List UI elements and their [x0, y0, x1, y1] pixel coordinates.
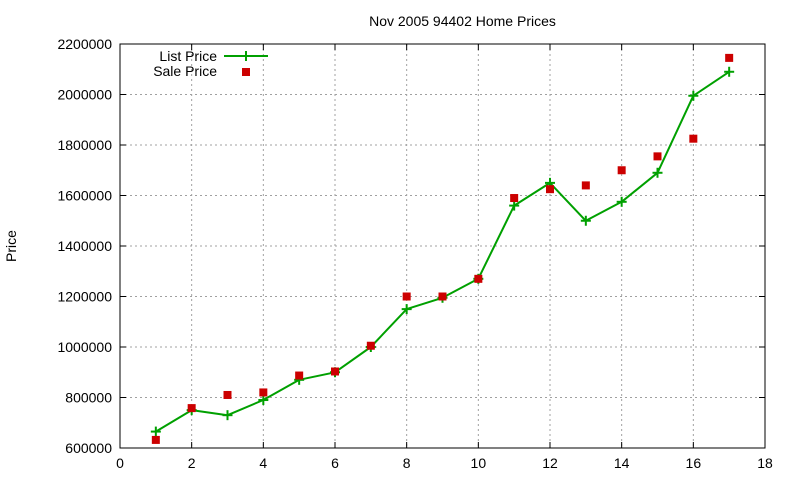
- sale-price-point: [187, 404, 196, 413]
- grid: [120, 44, 765, 448]
- list-price-line: [155, 70, 730, 433]
- sale-price-point: [259, 388, 268, 397]
- series: [150, 53, 735, 444]
- x-tick-label: 12: [542, 455, 558, 471]
- list-price-point: [688, 90, 699, 101]
- legend-label-sale-price: Sale Price: [153, 63, 217, 79]
- list-price-point: [652, 167, 663, 178]
- list-price-point: [580, 215, 591, 226]
- sale-price-point: [510, 194, 519, 203]
- sale-price-point: [402, 292, 411, 301]
- y-tick-label: 2000000: [57, 87, 112, 103]
- y-tick-label: 2200000: [57, 36, 112, 52]
- y-tick-label: 800000: [65, 390, 112, 406]
- x-tick-label: 18: [757, 455, 773, 471]
- list-price-point: [258, 395, 269, 406]
- x-tick-label: 2: [188, 455, 196, 471]
- x-tick-label: 8: [403, 455, 411, 471]
- sale-price-point: [331, 367, 339, 376]
- sale-price-point: [581, 181, 590, 190]
- legend-marker-list-price: [241, 51, 251, 61]
- list-price-point: [616, 196, 627, 207]
- y-tick-label: 1200000: [57, 289, 112, 305]
- list-price-point: [509, 200, 520, 211]
- sale-price-point: [366, 341, 375, 350]
- sale-price-point: [653, 152, 662, 161]
- list-price-point: [724, 66, 735, 77]
- sale-price-point: [546, 185, 554, 194]
- y-tick-label: 1800000: [57, 137, 112, 153]
- legend-marker-sale-price: [242, 68, 250, 76]
- list-price-point: [222, 410, 233, 421]
- x-tick-label: 6: [331, 455, 339, 471]
- list-price-point: [401, 304, 412, 315]
- sale-price-point: [617, 166, 626, 175]
- sale-price-point: [151, 435, 160, 444]
- list-price-point: [150, 426, 161, 437]
- sale-price-point: [295, 371, 304, 380]
- x-tick-label: 4: [259, 455, 267, 471]
- chart-title: Nov 2005 94402 Home Prices: [369, 13, 556, 29]
- legend: List Price Sale Price: [153, 48, 268, 79]
- y-tick-label: 1000000: [57, 339, 112, 355]
- sale-price-point: [474, 274, 483, 283]
- y-axis-label: Price: [3, 230, 19, 262]
- sale-price-point: [725, 53, 734, 62]
- x-tick-label: 16: [686, 455, 702, 471]
- x-tick-label: 14: [614, 455, 630, 471]
- sale-price-point: [223, 390, 232, 399]
- x-tick-label: 0: [116, 455, 124, 471]
- legend-label-list-price: List Price: [159, 48, 217, 64]
- sale-price-point: [438, 292, 447, 301]
- y-tick-label: 1600000: [57, 188, 112, 204]
- y-tick-label: 1400000: [57, 238, 112, 254]
- y-tick-label: 600000: [65, 440, 112, 456]
- axis-ticks: 0 2 4 6 8 10 12 14 16 18 600000 800000 1000000 120000…: [57, 36, 773, 471]
- sale-price-point: [689, 134, 698, 143]
- x-tick-label: 10: [471, 455, 487, 471]
